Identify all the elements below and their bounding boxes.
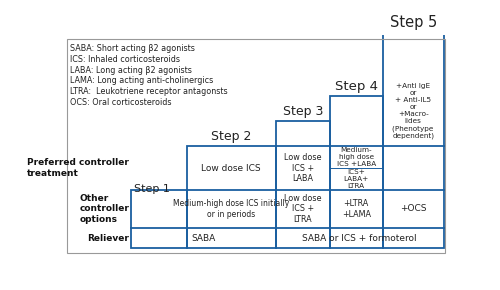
Text: +LTRA
+LAMA: +LTRA +LAMA	[342, 199, 370, 219]
Text: Preferred controller
treatment: Preferred controller treatment	[28, 158, 129, 178]
Text: ICS+
LABA+
LTRA: ICS+ LABA+ LTRA	[344, 169, 369, 189]
Text: Low dose
ICS +
LTRA: Low dose ICS + LTRA	[284, 194, 322, 224]
Text: Medium-high dose ICS initially
or in periods: Medium-high dose ICS initially or in per…	[173, 199, 289, 219]
Text: SABA: Short acting β2 agonists: SABA: Short acting β2 agonists	[70, 44, 195, 53]
Text: +Anti IgE
or
+ Anti-IL5
or
+Macro-
lides
(​Phenotype
dependent): +Anti IgE or + Anti-IL5 or +Macro- lides…	[392, 83, 434, 139]
Text: SABA: SABA	[191, 233, 216, 242]
Text: Low dose ICS: Low dose ICS	[201, 164, 261, 173]
Text: Reliever: Reliever	[88, 233, 129, 242]
Bar	[382, 32, 444, 248]
Text: Step 3: Step 3	[282, 105, 323, 118]
Text: +OCS: +OCS	[400, 204, 426, 213]
Text: OCS: Oral corticosteroids: OCS: Oral corticosteroids	[70, 98, 172, 107]
Text: Step 5: Step 5	[390, 15, 437, 30]
Text: Medium-
high dose
ICS +LABA: Medium- high dose ICS +LABA	[336, 147, 376, 167]
Text: LABA: Long acting β2 agonists: LABA: Long acting β2 agonists	[70, 66, 192, 75]
Bar	[186, 146, 276, 248]
Bar	[130, 190, 186, 248]
Text: LAMA: Long acting anti-cholinergics: LAMA: Long acting anti-cholinergics	[70, 76, 214, 85]
Text: LTRA:  Leukotriene receptor antagonsts: LTRA: Leukotriene receptor antagonsts	[70, 87, 228, 96]
Text: SABA or ICS + formoterol: SABA or ICS + formoterol	[302, 233, 417, 242]
Text: Step 4: Step 4	[334, 80, 378, 93]
Text: ICS: Inhaled corticosteroids: ICS: Inhaled corticosteroids	[70, 55, 180, 64]
Text: Step 1: Step 1	[134, 184, 170, 194]
Bar	[276, 121, 330, 248]
Text: Step 2: Step 2	[211, 130, 252, 143]
Text: Low dose
ICS +
LABA: Low dose ICS + LABA	[284, 153, 322, 183]
Bar	[330, 96, 382, 248]
Text: Other
controller
options: Other controller options	[80, 194, 129, 224]
